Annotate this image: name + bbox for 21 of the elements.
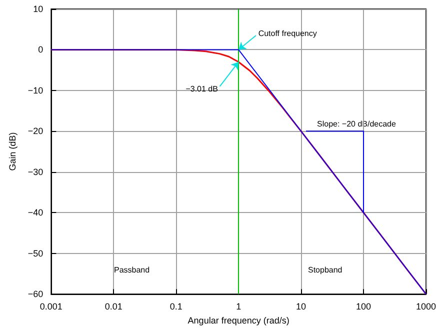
x-tick-label: 0.01 [104, 302, 122, 312]
y-tick-label: −60 [28, 289, 44, 300]
x-tick-label: 0.1 [170, 302, 182, 312]
x-tick-label: 1000 [416, 302, 436, 312]
y-tick-label: 10 [33, 4, 44, 14]
x-tick-label: 0.001 [40, 302, 62, 312]
y-tick-label: −10 [28, 85, 44, 96]
x-axis-title: Angular frequency (rad/s) [188, 316, 290, 326]
y-tick-label: −40 [28, 208, 44, 218]
annotation: Cutoff frequency [258, 29, 317, 38]
x-tick-label: 1 [236, 302, 242, 312]
y-tick-label: 0 [38, 44, 44, 55]
y-tick-label: −30 [28, 166, 44, 177]
y-tick-label: −20 [28, 126, 44, 136]
annotation: Stopband [308, 266, 342, 274]
x-tick-label: 100 [356, 302, 372, 312]
y-tick-label: −50 [28, 248, 44, 258]
annotation: Passband [114, 266, 150, 274]
annotation: −3.01 dB [186, 84, 218, 94]
x-tick-label: 10 [296, 302, 306, 312]
y-axis-title: Gain (dB) [8, 132, 18, 171]
